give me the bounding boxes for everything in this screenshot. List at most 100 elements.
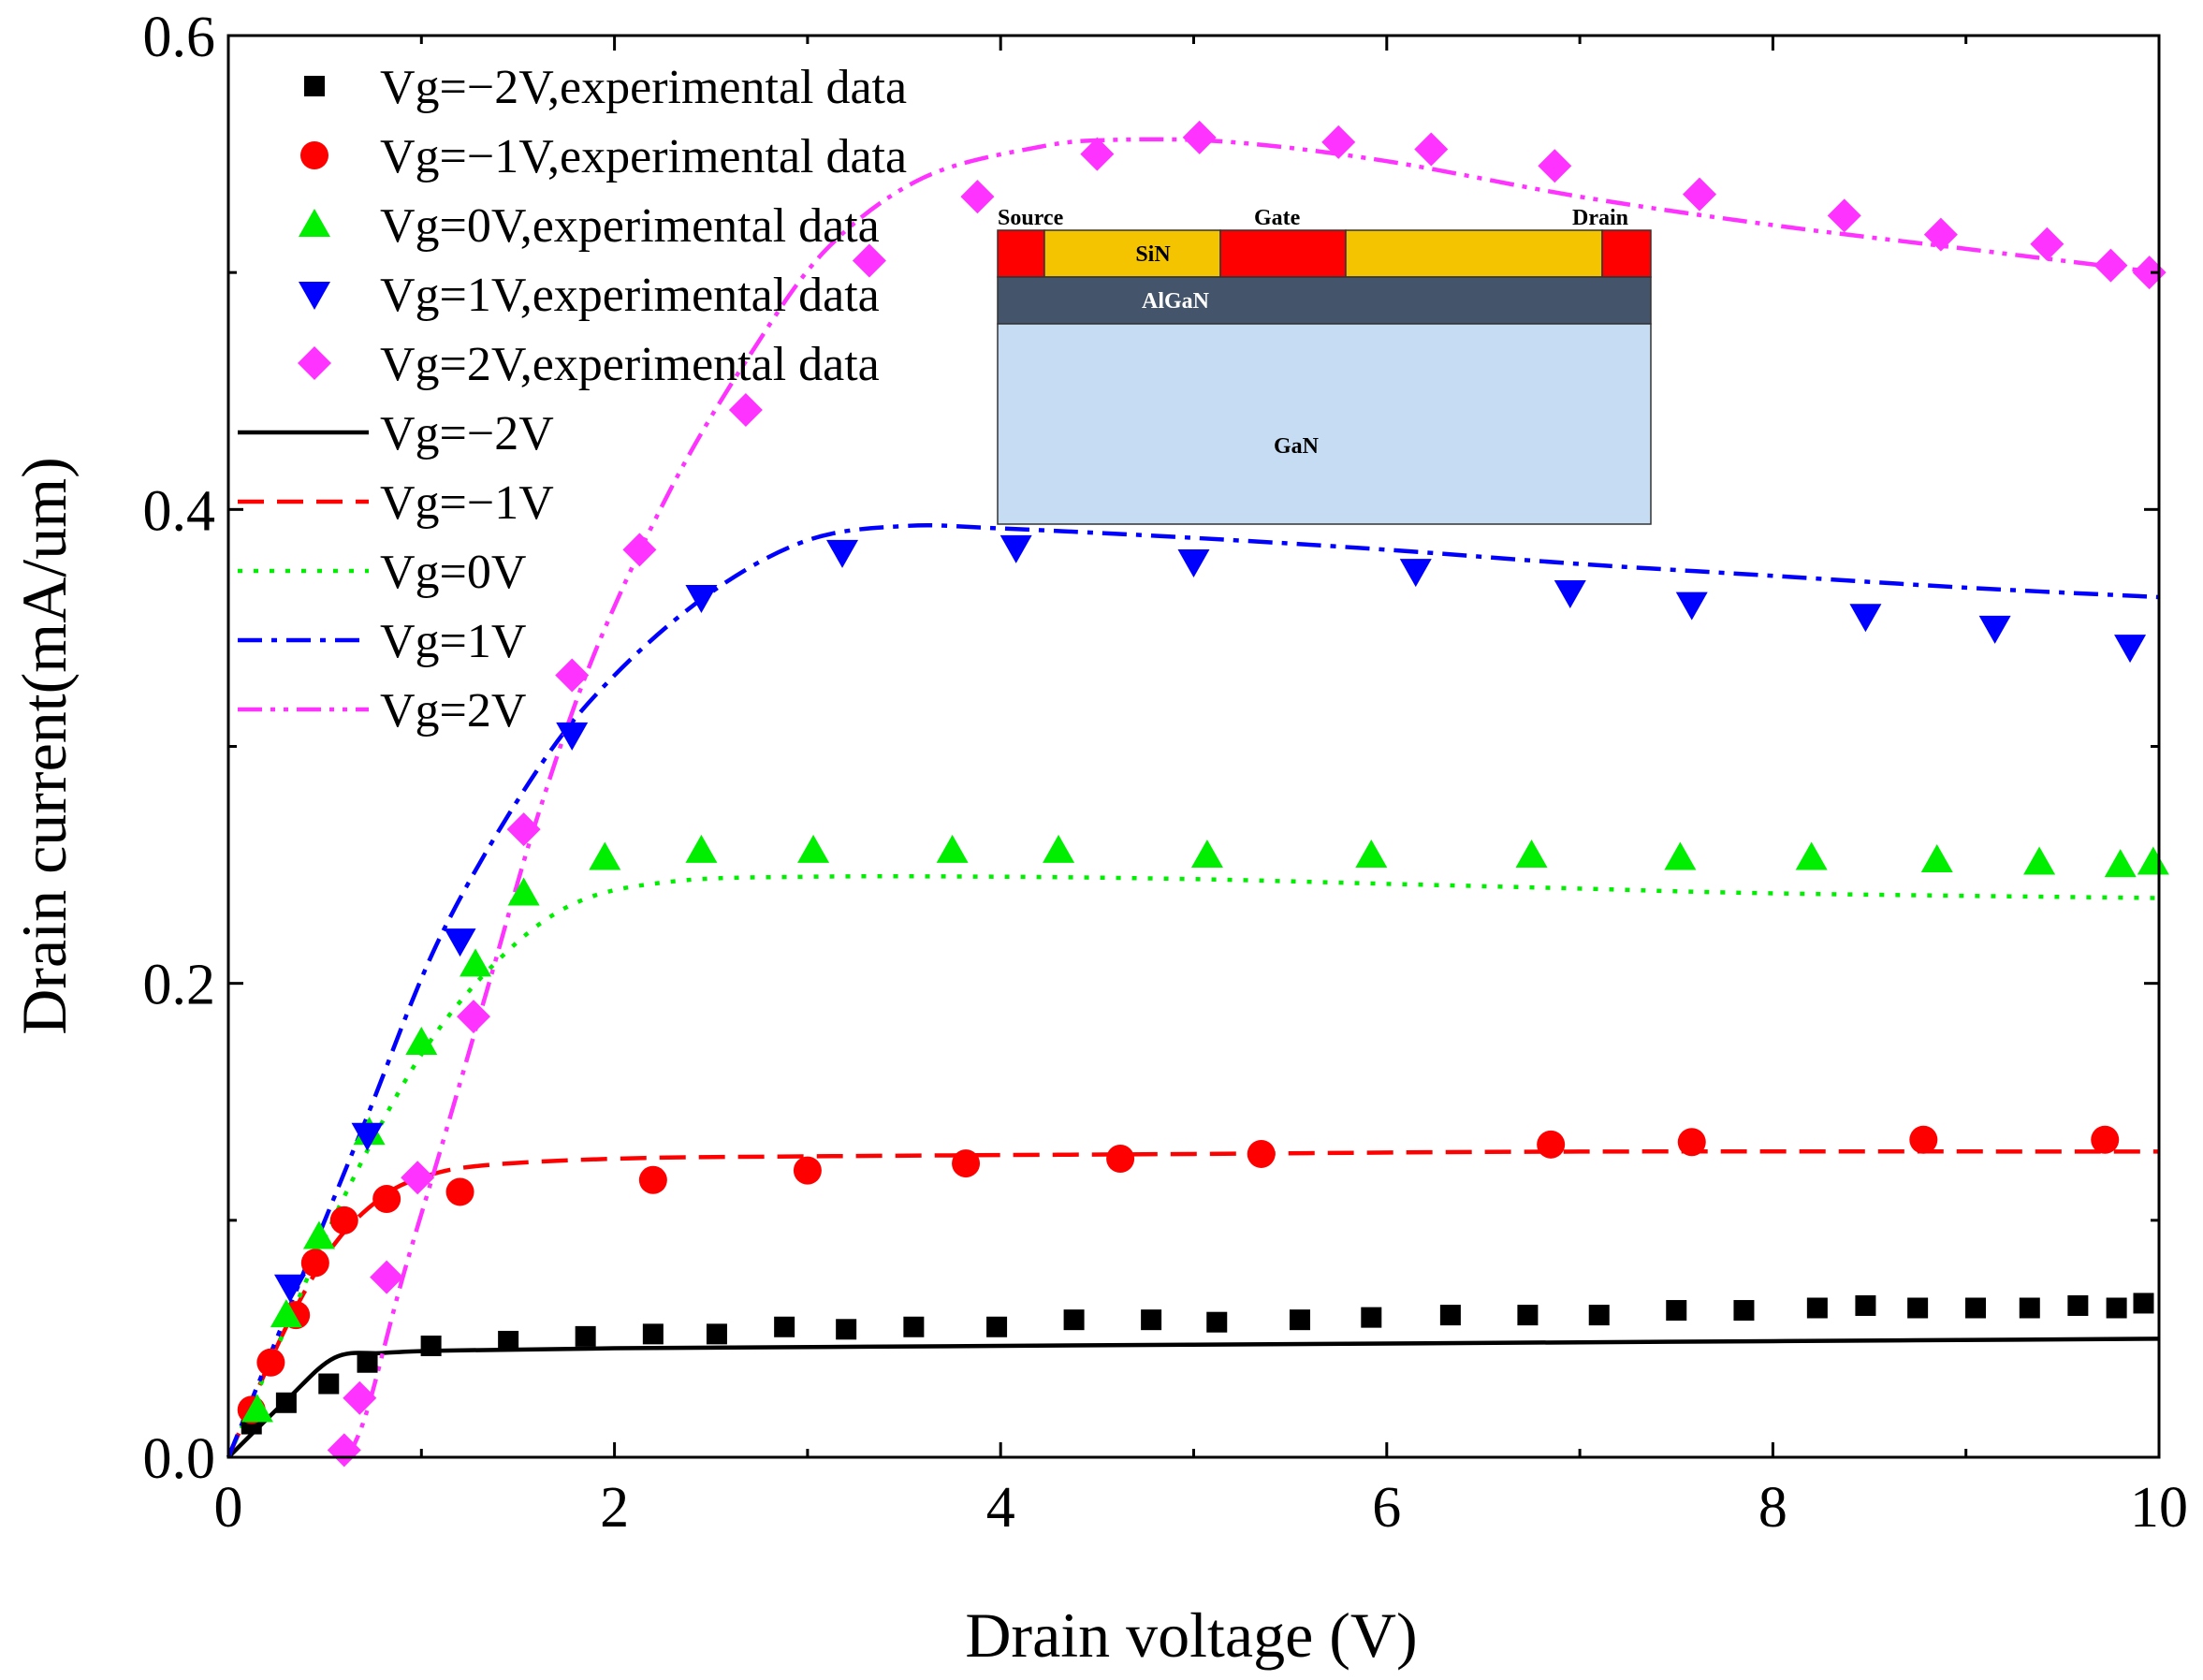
series-line-0 (226, 1337, 2160, 1459)
data-point-series-2 (1920, 844, 1953, 873)
y-tick-label: 0.6 (143, 6, 216, 69)
data-point-series-4 (370, 1260, 404, 1294)
data-point-series-3 (444, 928, 476, 957)
data-point-series-1 (445, 1177, 474, 1206)
y-tick-label: 0.2 (143, 954, 216, 1017)
legend-label: Vg=−1V (380, 476, 554, 530)
legend-marker-3 (299, 282, 330, 310)
data-point-series-0 (357, 1351, 378, 1373)
data-point-series-0 (2067, 1294, 2089, 1316)
device-cross-section-inset: Source Gate Drain SiN AlGaN GaN (997, 206, 1652, 525)
data-point-series-3 (1177, 549, 1210, 578)
data-point-series-0 (1733, 1300, 1755, 1322)
data-point-series-2 (460, 948, 492, 977)
data-point-series-4 (622, 533, 657, 567)
series-line-1 (226, 1148, 2160, 1458)
data-point-series-0 (1806, 1297, 1828, 1319)
data-point-series-3 (556, 722, 589, 751)
data-point-series-2 (1190, 839, 1223, 868)
data-point-series-4 (728, 393, 763, 428)
data-point-series-2 (1795, 841, 1828, 870)
data-point-series-2 (405, 1026, 438, 1055)
data-point-series-0 (642, 1323, 664, 1345)
inset-gan-layer (997, 323, 1652, 525)
data-point-series-3 (351, 1122, 384, 1151)
inset-source-contact (997, 229, 1045, 278)
inset-drain-contact (1601, 229, 1652, 278)
legend-label: Vg=1V,experimental data (380, 269, 880, 322)
data-point-series-4 (343, 1381, 377, 1415)
data-point-series-2 (507, 877, 540, 906)
data-point-series-0 (1855, 1294, 1876, 1316)
data-point-series-0 (836, 1319, 857, 1340)
data-point-series-0 (903, 1316, 925, 1337)
data-point-series-0 (1439, 1305, 1461, 1326)
data-point-series-1 (638, 1165, 667, 1194)
data-point-series-0 (1361, 1307, 1382, 1328)
x-tick-label: 8 (1758, 1476, 1787, 1540)
legend-marker-4 (298, 346, 331, 380)
data-point-series-3 (274, 1274, 307, 1303)
x-tick-label: 2 (600, 1476, 629, 1540)
inset-label-drain: Drain (1572, 206, 1628, 230)
data-point-series-2 (1355, 839, 1388, 868)
data-point-series-3 (826, 539, 859, 568)
data-point-series-0 (2106, 1297, 2127, 1319)
data-point-series-2 (685, 834, 718, 863)
simulated-curves (226, 137, 2160, 1459)
inset-sin-right (1345, 229, 1603, 278)
inset-label-gan: GaN (1274, 434, 1320, 459)
inset-label-sin: SiN (1135, 242, 1171, 267)
legend-marker-0 (304, 76, 325, 96)
data-point-series-0 (986, 1316, 1008, 1337)
data-point-series-4 (2094, 248, 2128, 283)
data-point-series-3 (2114, 635, 2147, 664)
data-point-series-1 (952, 1149, 981, 1178)
data-point-series-3 (999, 534, 1032, 563)
data-point-series-2 (1043, 834, 1075, 863)
x-axis-title: Drain voltage (V) (965, 1600, 1417, 1671)
data-point-series-0 (1141, 1309, 1162, 1331)
legend-marker-1 (300, 141, 328, 169)
data-point-series-1 (1537, 1130, 1566, 1159)
data-point-series-1 (329, 1205, 358, 1234)
data-point-series-4 (506, 812, 541, 847)
data-point-series-2 (2023, 846, 2056, 875)
data-point-series-4 (1182, 120, 1217, 154)
data-point-series-0 (774, 1316, 795, 1337)
data-point-series-0 (1517, 1305, 1539, 1326)
data-point-series-2 (270, 1299, 302, 1328)
data-point-series-4 (960, 180, 995, 214)
data-point-series-4 (457, 1000, 491, 1034)
legend-label: Vg=−2V (380, 407, 554, 460)
data-point-series-4 (1923, 217, 1958, 252)
legend-label: Vg=2V (380, 684, 526, 738)
inset-gate-contact (1219, 229, 1347, 278)
data-point-series-1 (372, 1185, 401, 1214)
data-point-series-3 (1978, 615, 2011, 644)
data-point-series-4 (555, 658, 590, 693)
data-point-series-4 (2132, 256, 2167, 290)
data-point-series-0 (1666, 1300, 1687, 1322)
data-point-series-2 (1664, 841, 1697, 870)
data-point-series-3 (1399, 559, 1432, 588)
inset-label-gate: Gate (1254, 206, 1301, 230)
data-point-series-4 (1414, 132, 1449, 167)
legend: Vg=−2V,experimental data Vg=−1V,experimen… (238, 61, 907, 738)
y-tick-label: 0.0 (143, 1427, 216, 1491)
data-point-series-2 (2137, 846, 2169, 875)
series-line-4 (345, 137, 2160, 1458)
data-point-series-0 (275, 1392, 297, 1413)
data-point-series-3 (1849, 604, 1882, 633)
data-point-series-1 (1247, 1139, 1276, 1168)
y-axis-title: Drain current(mA/um) (8, 457, 80, 1034)
data-point-series-4 (1827, 198, 1861, 233)
data-point-series-0 (1289, 1309, 1310, 1331)
data-point-series-4 (1321, 124, 1356, 159)
data-point-series-2 (302, 1220, 335, 1249)
data-point-series-0 (1965, 1297, 1987, 1319)
data-point-series-2 (241, 1394, 273, 1423)
data-point-series-3 (1675, 592, 1708, 621)
x-tick-label: 0 (214, 1476, 243, 1540)
data-point-series-3 (685, 585, 718, 614)
